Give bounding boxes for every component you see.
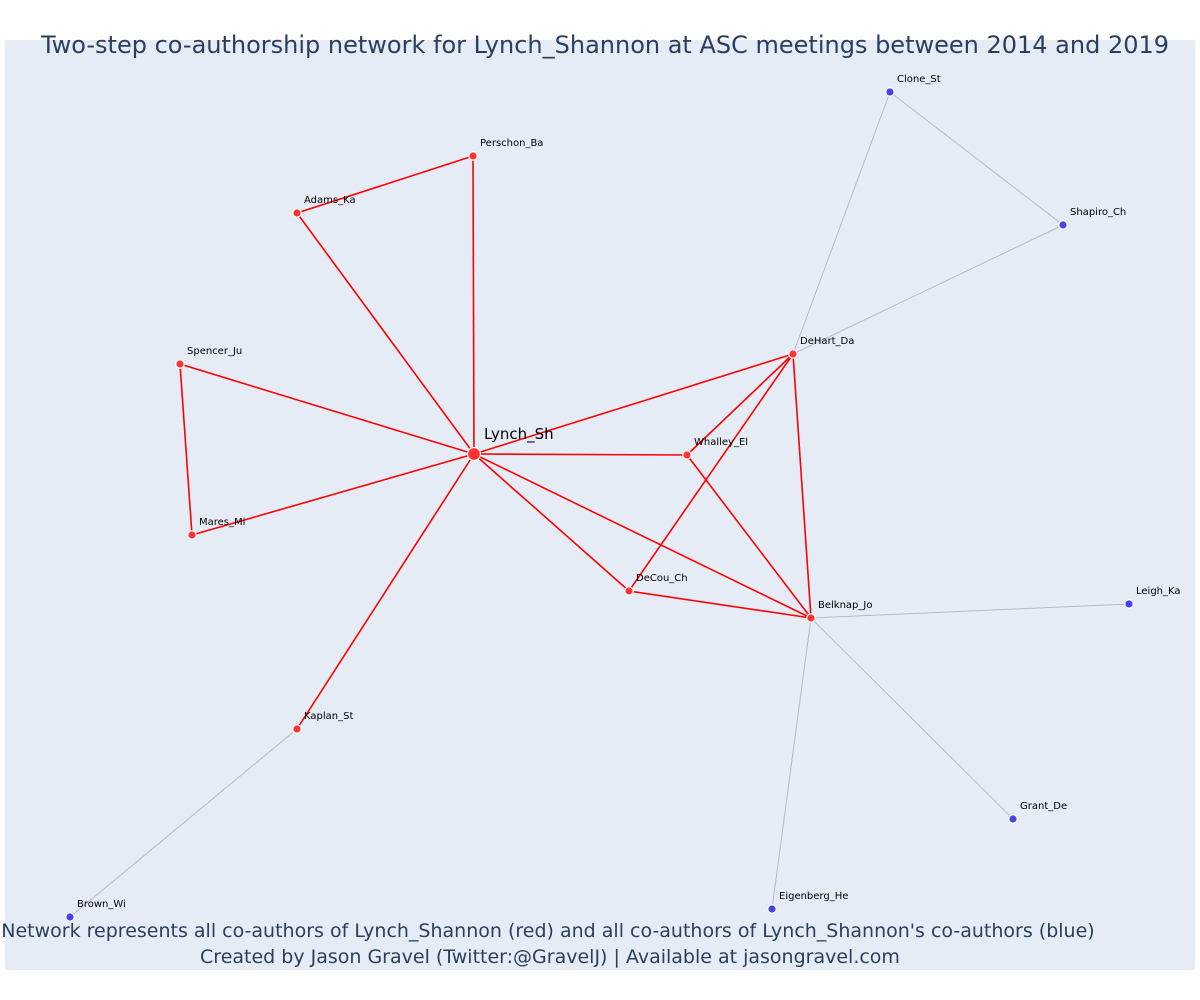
edge-dehart-da-decou-ch <box>628 353 794 592</box>
edge-lynch-sh-spencer-ju <box>179 363 475 455</box>
node-label-spencer-ju: Spencer_Ju <box>187 346 242 357</box>
edge-adams-ka-perschon-ba <box>296 155 474 214</box>
edges-layer <box>69 91 1130 918</box>
edge-belknap-jo-eigenberg-he <box>771 617 812 910</box>
node-shapiro-ch[interactable] <box>1058 220 1068 230</box>
node-grant-de[interactable] <box>1008 814 1018 824</box>
node-leigh-ka[interactable] <box>1124 599 1134 609</box>
node-whalley-el[interactable] <box>682 450 692 460</box>
node-eigenberg-he[interactable] <box>767 904 777 914</box>
footer-line-2: Created by Jason Gravel (Twitter:@Gravel… <box>200 946 900 968</box>
edge-spencer-ju-mares-mi <box>179 363 193 536</box>
edge-lynch-sh-kaplan-st <box>296 453 475 730</box>
edge-lynch-sh-decou-ch <box>473 453 630 592</box>
node-label-eigenberg-he: Eigenberg_He <box>779 891 848 902</box>
edge-dehart-da-whalley-el <box>686 353 794 456</box>
node-belknap-jo[interactable] <box>806 613 816 623</box>
node-adams-ka[interactable] <box>292 208 302 218</box>
edge-lynch-sh-mares-mi <box>191 453 475 536</box>
node-label-grant-de: Grant_De <box>1020 801 1067 812</box>
edge-decou-ch-belknap-jo <box>628 590 812 619</box>
edge-kaplan-st-brown-wi <box>69 728 298 918</box>
edge-lynch-sh-dehart-da <box>473 353 794 455</box>
edge-clone-st-shapiro-ch <box>889 91 1064 226</box>
edge-dehart-da-belknap-jo <box>792 353 812 619</box>
edge-lynch-sh-belknap-jo <box>473 453 812 619</box>
edge-belknap-jo-grant-de <box>810 617 1014 820</box>
node-label-perschon-ba: Perschon_Ba <box>480 138 543 149</box>
figure-title: Two-step co-authorship network for Lynch… <box>40 31 1169 59</box>
labels-layer: Lynch_Sh Perschon_Ba Adams_Ka Spencer_Ju Mar… <box>77 74 1181 910</box>
node-clone-st[interactable] <box>885 87 895 97</box>
edge-lynch-sh-whalley-el <box>473 453 688 456</box>
node-label-brown-wi: Brown_Wi <box>77 899 126 910</box>
edge-belknap-jo-leigh-ka <box>810 603 1130 619</box>
node-label-belknap-jo: Belknap_Jo <box>818 600 872 611</box>
edge-whalley-el-belknap-jo <box>686 454 812 619</box>
edge-dehart-da-shapiro-ch <box>792 224 1064 355</box>
node-label-dehart-da: DeHart_Da <box>800 336 854 347</box>
node-label-whalley-el: Whalley_El <box>694 437 748 448</box>
node-label-kaplan-st: Kaplan_St <box>304 711 353 722</box>
node-mares-mi[interactable] <box>187 530 197 540</box>
node-dehart-da[interactable] <box>788 349 798 359</box>
nodes-layer <box>65 87 1134 922</box>
footer-line-1: Network represents all co-authors of Lyn… <box>1 920 1094 942</box>
node-label-shapiro-ch: Shapiro_Ch <box>1070 207 1126 218</box>
node-kaplan-st[interactable] <box>292 724 302 734</box>
node-lynch-sh[interactable] <box>466 446 482 462</box>
plot-background <box>5 40 1195 970</box>
edge-dehart-da-clone-st <box>792 91 891 355</box>
node-perschon-ba[interactable] <box>468 151 478 161</box>
node-spencer-ju[interactable] <box>175 359 185 369</box>
edge-lynch-sh-perschon-ba <box>472 155 475 455</box>
node-brown-wi[interactable] <box>65 912 75 922</box>
node-label-clone-st: Clone_St <box>897 74 941 85</box>
node-label-adams-ka: Adams_Ka <box>304 195 356 206</box>
node-label-mares-mi: Mares_Mi <box>199 517 245 528</box>
node-label-leigh-ka: Leigh_Ka <box>1136 586 1181 597</box>
node-decou-ch[interactable] <box>624 586 634 596</box>
node-label-decou-ch: DeCou_Ch <box>636 573 688 584</box>
edge-lynch-sh-adams-ka <box>296 212 475 455</box>
node-label-lynch-sh: Lynch_Sh <box>484 425 554 444</box>
